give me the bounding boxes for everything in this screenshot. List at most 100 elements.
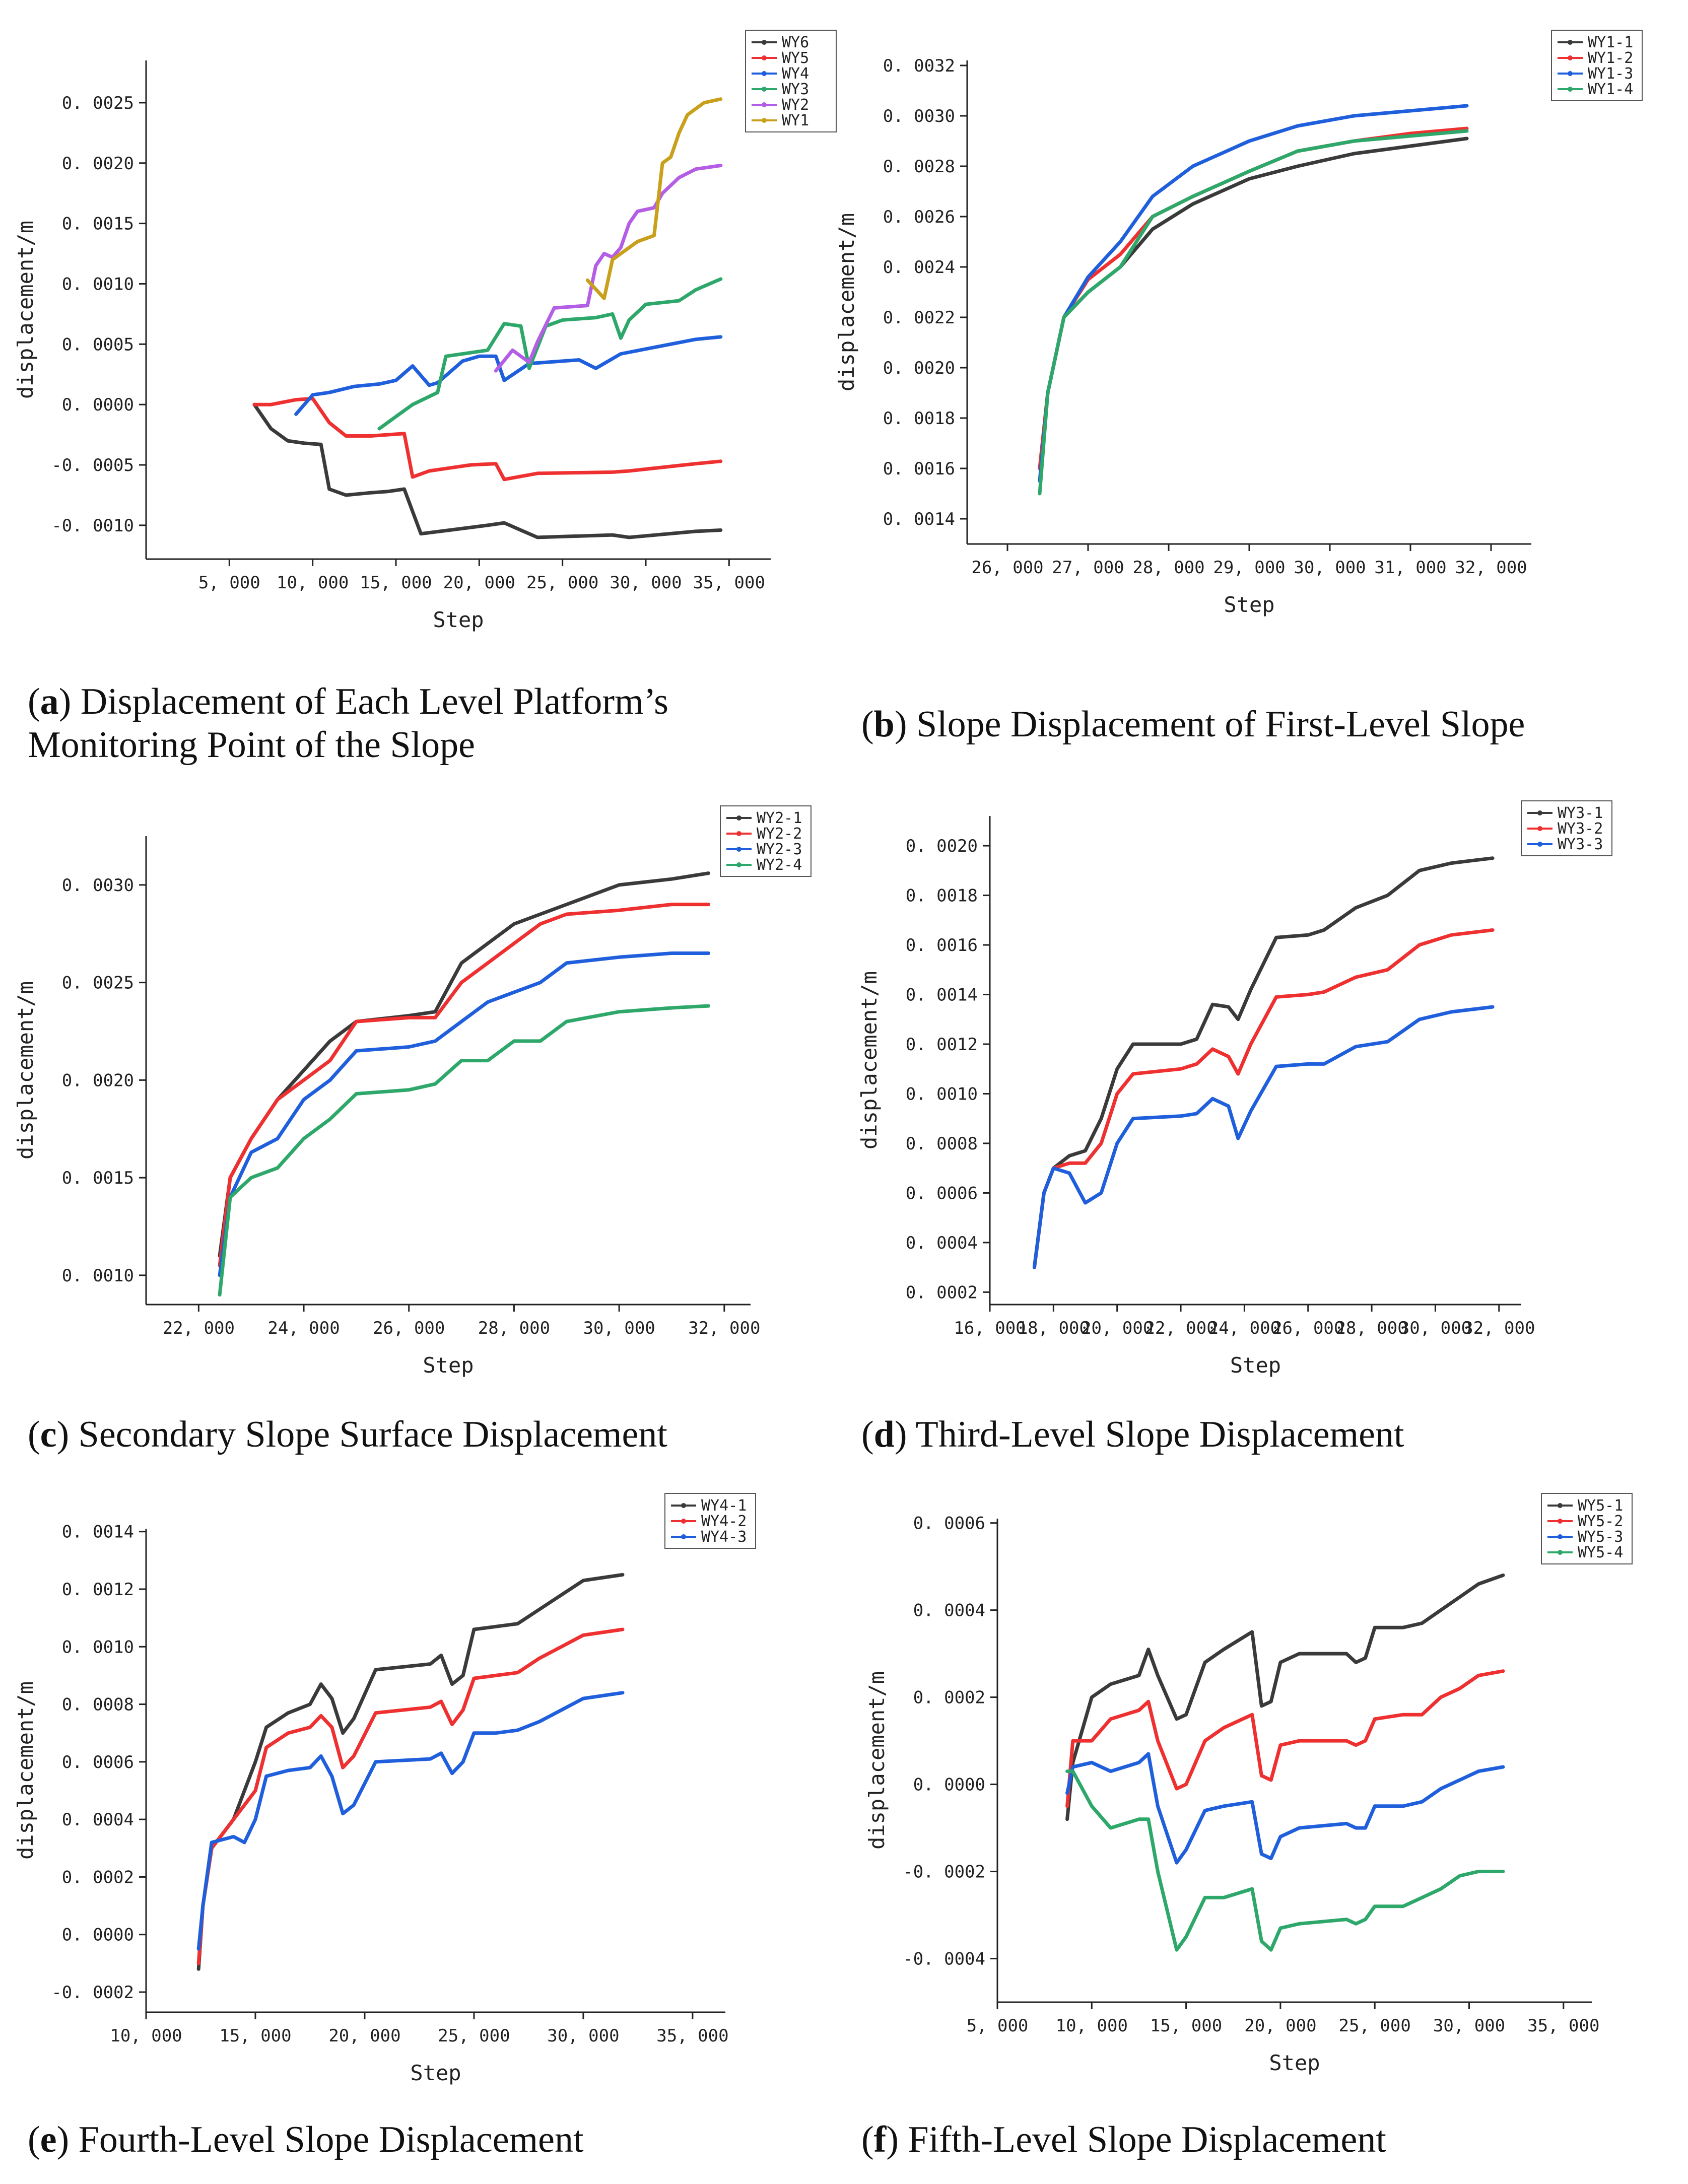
x-tick-label: 32, 000	[1455, 558, 1527, 578]
y-axis-label: displacement/m	[834, 213, 859, 391]
y-axis-label: displacement/m	[864, 1671, 889, 1850]
caption-line: (a) Displacement of Each Level Platform’…	[28, 680, 668, 723]
y-tick-label: 0. 0025	[62, 973, 134, 993]
chart-panel-f: -0. 0004 -0. 0002 0. 0000 0. 0002 0. 0004 0. …	[846, 1483, 1688, 2184]
x-tick-label: 20, 000	[1244, 2016, 1316, 2036]
legend-marker	[736, 862, 741, 867]
y-tick-label: -0. 0010	[51, 516, 134, 536]
caption-text: Monitoring Point of the Slope	[28, 724, 475, 766]
legend-marker	[762, 87, 767, 92]
caption-text: ) Third-Level Slope Displacement	[894, 1414, 1404, 1455]
x-tick-label: 20, 000	[443, 573, 515, 593]
y-tick-label: 0. 0018	[906, 886, 978, 906]
y-tick-label: 0. 0024	[883, 257, 955, 278]
x-tick-label: 25, 000	[526, 573, 598, 593]
caption-f: (f) Fifth-Level Slope Displacement	[861, 2118, 1386, 2161]
x-tick-label: 24, 000	[1208, 1318, 1280, 1338]
y-tick-label: 0. 0014	[883, 509, 955, 529]
legend-marker	[1537, 810, 1542, 815]
chart-panel-c: 0. 0010 0. 0015 0. 0020 0. 0025 0. 0030 22, 0…	[0, 786, 836, 1483]
y-axis-label: displacement/m	[13, 221, 38, 399]
legend-marker	[762, 118, 767, 123]
y-tick-label: 0. 0006	[913, 1514, 985, 1534]
y-tick-label: 0. 0002	[906, 1282, 978, 1303]
chart-svg-b: 0. 0014 0. 0016 0. 0018 0. 0020 0. 0022 0. 00…	[834, 30, 1643, 617]
x-tick-label: 28, 000	[1132, 558, 1204, 578]
x-tick-label: 30, 000	[1294, 558, 1366, 578]
caption-c: (c) Secondary Slope Surface Displacement	[28, 1413, 667, 1456]
y-tick-label: 0. 0006	[906, 1183, 978, 1203]
x-tick-label: 10, 000	[277, 573, 349, 593]
legend-marker	[736, 815, 741, 821]
y-tick-label: 0. 0016	[906, 935, 978, 955]
legend-label-WY4: WY4	[782, 65, 809, 83]
series-line-WY5-1	[1065, 1573, 1505, 1821]
legend-label-WY4-2: WY4-2	[701, 1513, 747, 1530]
x-tick-label: 15, 000	[219, 2026, 291, 2046]
legend-label-WY6: WY6	[782, 34, 809, 51]
y-tick-label: 0. 0025	[62, 93, 134, 113]
y-tick-label: 0. 0014	[62, 1522, 134, 1542]
x-tick-label: 30, 000	[1433, 2016, 1505, 2036]
y-tick-label: 0. 0018	[883, 408, 955, 429]
legend-label-WY2-3: WY2-3	[757, 841, 802, 858]
x-tick-label: 15, 000	[1150, 2016, 1222, 2036]
y-tick-label: -0. 0002	[51, 1983, 134, 2003]
legend-marker	[1558, 1503, 1563, 1508]
legend-marker	[681, 1534, 686, 1539]
x-tick-label: 27, 000	[1052, 558, 1124, 578]
y-tick-label: 0. 0020	[62, 154, 134, 174]
legend-label-WY3-3: WY3-3	[1558, 836, 1603, 853]
series-line-WY1-1	[1038, 136, 1469, 470]
legend-marker	[762, 55, 767, 60]
legend-label-WY2-1: WY2-1	[757, 809, 802, 827]
legend-marker	[762, 40, 767, 45]
legend-label-WY1: WY1	[782, 112, 809, 129]
x-tick-label: 5, 000	[198, 573, 260, 593]
legend-marker	[736, 847, 741, 852]
y-tick-label: -0. 0005	[51, 455, 134, 475]
x-tick-label: 28, 000	[1335, 1318, 1407, 1338]
series-line-WY5-2	[1065, 1669, 1505, 1808]
chart-panel-d: 0. 0002 0. 0004 0. 0006 0. 0008 0. 0010 0. 00…	[846, 786, 1688, 1483]
series-line-WY5	[252, 396, 723, 482]
series-line-WY3-3	[1032, 1005, 1495, 1269]
x-tick-label: 10, 000	[1056, 2016, 1128, 2036]
x-tick-label: 30, 000	[1399, 1318, 1471, 1338]
caption-letter: e	[40, 2119, 57, 2160]
y-tick-label: 0. 0026	[883, 207, 955, 227]
caption-paren: (	[861, 2119, 874, 2160]
legend-marker	[1558, 1519, 1563, 1524]
caption-text: ) Displacement of Each Level Platform’s	[58, 681, 668, 722]
legend-marker	[681, 1503, 686, 1508]
x-tick-label: 25, 000	[438, 2026, 510, 2046]
y-tick-label: 0. 0005	[62, 334, 134, 355]
chart-panel-e: -0. 0002 0. 0000 0. 0002 0. 0004 0. 0006 0. 0…	[0, 1483, 836, 2184]
series-line-WY5-4	[1065, 1769, 1505, 1952]
y-tick-label: 0. 0014	[906, 985, 978, 1005]
series-line-WY4-3	[196, 1691, 625, 1951]
x-tick-label: 35, 000	[693, 573, 765, 593]
x-tick-label: 22, 000	[1144, 1318, 1217, 1338]
chart-panel-a: -0. 0010 -0. 0005 0. 0000 0. 0005 0. 0010 0. …	[0, 0, 837, 778]
legend-label-WY1-1: WY1-1	[1588, 34, 1633, 51]
y-tick-label: 0. 0008	[906, 1134, 978, 1154]
series-line-WY2-1	[218, 871, 710, 1258]
y-tick-label: 0. 0015	[62, 214, 134, 234]
x-tick-label: 35, 000	[656, 2026, 728, 2046]
y-tick-label: 0. 0028	[883, 157, 955, 177]
y-tick-label: 0. 0008	[62, 1695, 134, 1715]
series-line-WY3-1	[1032, 856, 1495, 1269]
x-tick-label: 20, 000	[328, 2026, 400, 2046]
caption-a: (a) Displacement of Each Level Platform’…	[28, 680, 668, 767]
y-tick-label: 0. 0012	[62, 1580, 134, 1600]
y-tick-label: 0. 0010	[62, 1637, 134, 1657]
series-line-WY4-1	[196, 1573, 625, 1971]
x-axis-label: Step	[1269, 2051, 1320, 2075]
legend-label-WY4-1: WY4-1	[701, 1497, 747, 1515]
y-axis-label: displacement/m	[13, 981, 38, 1159]
series-line-WY4	[294, 335, 723, 416]
x-tick-label: 22, 000	[163, 1318, 235, 1338]
chart-svg-d: 0. 0002 0. 0004 0. 0006 0. 0008 0. 0010 0. 00…	[857, 800, 1612, 1378]
caption-letter: f	[873, 2119, 887, 2160]
